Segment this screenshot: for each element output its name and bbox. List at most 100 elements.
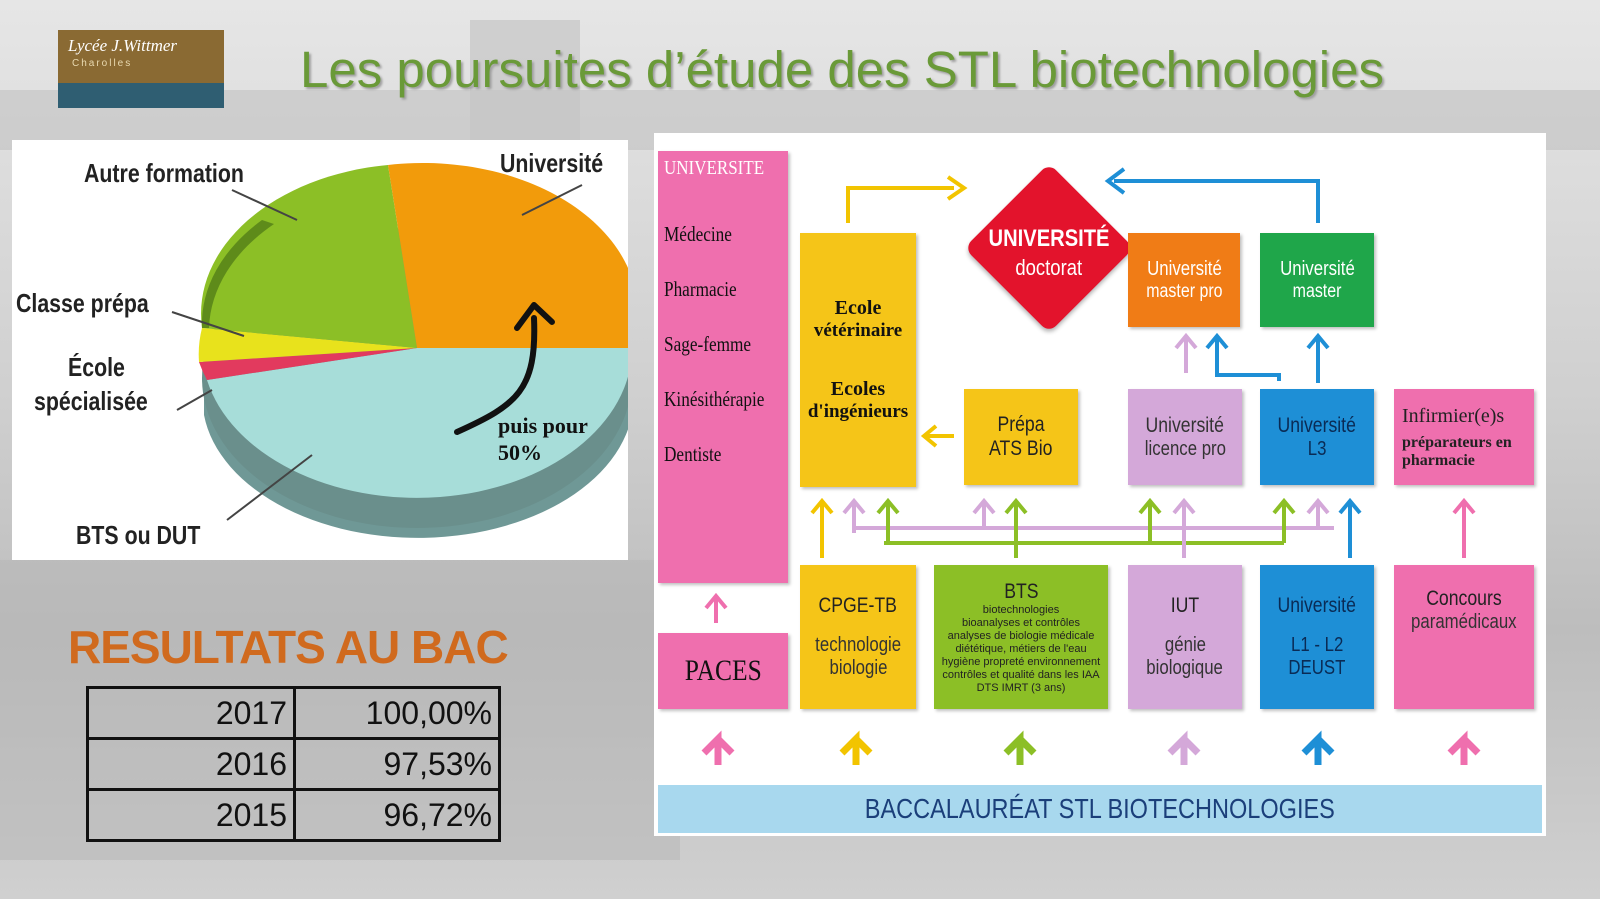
arrow-l3-to-master-pro: [1215, 338, 1281, 381]
cpge-line2: technologie: [815, 634, 901, 656]
arrowhead-blue-b: [1306, 332, 1330, 350]
pie-label-ecole-1: École: [68, 352, 125, 382]
arrowhead-mauve-a: [1174, 332, 1198, 350]
leader-universite: [521, 184, 583, 216]
table-row: 2017 100,00%: [86, 686, 501, 740]
universite-header: UNIVERSITE: [664, 157, 765, 179]
universite-item: Médecine: [664, 222, 732, 246]
leader-bts: [226, 454, 313, 521]
arrowhead-yellow-top: [946, 175, 968, 201]
universite-item: Sage-femme: [664, 332, 752, 356]
pie-chart: [171, 163, 628, 538]
concours-box: Concours paramédicaux: [1394, 565, 1534, 709]
year-cell: 2017: [86, 686, 296, 740]
l1-l2-line3: DEUST: [1288, 657, 1346, 679]
pie-chart-panel: Autre formation Université Classe prépa …: [12, 140, 628, 560]
bac-bar: BACCALAURÉAT STL BIOTECHNOLOGIES: [658, 785, 1542, 833]
connector-mauve: [852, 526, 1334, 533]
school-logo: Lycée J.Wittmer Charolles: [58, 30, 224, 108]
ecole-line4: d'ingénieurs: [807, 401, 909, 422]
arrow-master-to-doctorat: [1114, 179, 1320, 223]
leader-prepa: [171, 311, 245, 337]
pie-note-line1: puis pour: [498, 413, 588, 438]
pie-slice-prepa: [198, 328, 417, 362]
cpge-box: CPGE-TB technologie biologie: [800, 565, 916, 709]
year-cell: 2016: [86, 737, 296, 791]
middle-arrows: [704, 497, 1476, 623]
pie-slice-ecole: [199, 348, 417, 380]
licence-pro-line1: Université: [1145, 413, 1225, 437]
cpge-line3: biologie: [829, 657, 887, 679]
pie-note: puis pour 50%: [498, 412, 588, 466]
infirmier-line1: Infirmier(e)s: [1402, 404, 1505, 427]
bts-line: DTS IMRT (3 ans): [976, 681, 1066, 694]
infirmier-line3: pharmacie: [1402, 451, 1475, 469]
doctorat-diamond: UNIVERSITÉ doctorat: [964, 163, 1134, 333]
pie-note-line2: 50%: [498, 440, 542, 465]
l1-l2-line2: L1 - L2: [1290, 634, 1344, 656]
bac-label: BACCALAURÉAT STL BIOTECHNOLOGIES: [864, 793, 1336, 824]
arrowhead-blue-a: [1205, 332, 1229, 350]
bts-box: BTS biotechnologies bioanalyses et contr…: [934, 565, 1108, 709]
ecole-line2: vétérinaire: [813, 320, 903, 341]
arrowhead-blue-top: [1104, 167, 1126, 195]
l3-line1: Université: [1277, 413, 1357, 437]
universite-item: Pharmacie: [664, 277, 737, 301]
infirmier-box: Infirmier(e)s préparateurs en pharmacie: [1394, 389, 1534, 485]
doctorat-line1: UNIVERSITÉ: [988, 225, 1110, 252]
master-box: Université master: [1260, 233, 1374, 327]
universite-health-column: UNIVERSITE Médecine Pharmacie Sage-femme…: [658, 151, 788, 583]
year-cell: 2015: [86, 788, 296, 842]
bts-line: analyses de biologie médicale: [947, 629, 1095, 642]
prepa-ats-line2: ATS Bio: [989, 437, 1053, 460]
pie-slice-autre: [201, 165, 417, 348]
universite-item: Kinésithérapie: [664, 387, 765, 411]
pie-label-ecole-2: spécialisée: [34, 386, 148, 416]
bts-title: BTS: [1003, 579, 1039, 603]
iut-line1: IUT: [1170, 594, 1200, 617]
infirmier-line2: préparateurs en: [1402, 433, 1512, 451]
master-line2: master: [1292, 280, 1342, 302]
iut-line3: biologique: [1146, 657, 1224, 679]
bts-line: hygiène propreté environnement: [941, 655, 1101, 668]
bts-line: diététique, métiers de l'eau: [955, 642, 1087, 655]
master-pro-line1: Université: [1146, 257, 1222, 280]
ecole-line1: Ecole: [834, 297, 882, 319]
iut-line2: génie: [1164, 634, 1206, 656]
ecole-line3: Ecoles: [830, 378, 886, 400]
master-pro-line2: master pro: [1145, 280, 1223, 302]
arrow-head: [514, 302, 555, 331]
l1-l2-box: Université L1 - L2 DEUST: [1260, 565, 1374, 709]
l3-line2: L3: [1307, 437, 1327, 460]
bts-line: contrôles et qualité dans les IAA: [942, 668, 1100, 681]
l1-l2-line1: Université: [1277, 594, 1357, 617]
doctorat-line2: doctorat: [1015, 255, 1083, 280]
licence-pro-line2: licence pro: [1144, 437, 1226, 460]
paces-box: PACES: [658, 633, 788, 709]
arrowhead-yellow-left: [920, 424, 938, 448]
prepa-ats-box: Prépa ATS Bio: [964, 389, 1078, 485]
pie-label-prepa: Classe prépa: [16, 288, 149, 318]
table-row: 2016 97,53%: [86, 737, 501, 791]
arrow-curve: [454, 315, 538, 435]
bottom-arrows: [701, 730, 1481, 765]
iut-box: IUT génie biologique: [1128, 565, 1242, 709]
leader-autre: [231, 189, 298, 221]
cpge-line1: CPGE-TB: [818, 594, 898, 617]
licence-pro-box: Université licence pro: [1128, 389, 1242, 485]
leader-ecole: [176, 389, 213, 411]
logo-town: Charolles: [72, 58, 133, 69]
arrow-ecole-to-doctorat: [846, 186, 954, 223]
ecole-box: Ecole vétérinaire Ecoles d'ingénieurs: [800, 233, 916, 487]
slide-title: Les poursuites d’étude des STL biotechno…: [300, 41, 1384, 98]
paces-label: PACES: [684, 654, 762, 687]
pie-label-bts: BTS ou DUT: [76, 520, 201, 550]
logo-name: Lycée J.Wittmer: [68, 36, 178, 55]
pie-label-universite: Université: [500, 148, 604, 178]
value-cell: 100,00%: [293, 686, 501, 740]
pathways-diagram: UNIVERSITE Médecine Pharmacie Sage-femme…: [654, 133, 1546, 836]
concours-line2: paramédicaux: [1411, 611, 1517, 633]
results-title: RESULTATS AU BAC: [68, 621, 509, 673]
master-pro-box: Université master pro: [1128, 233, 1240, 327]
l3-box: Université L3: [1260, 389, 1374, 485]
